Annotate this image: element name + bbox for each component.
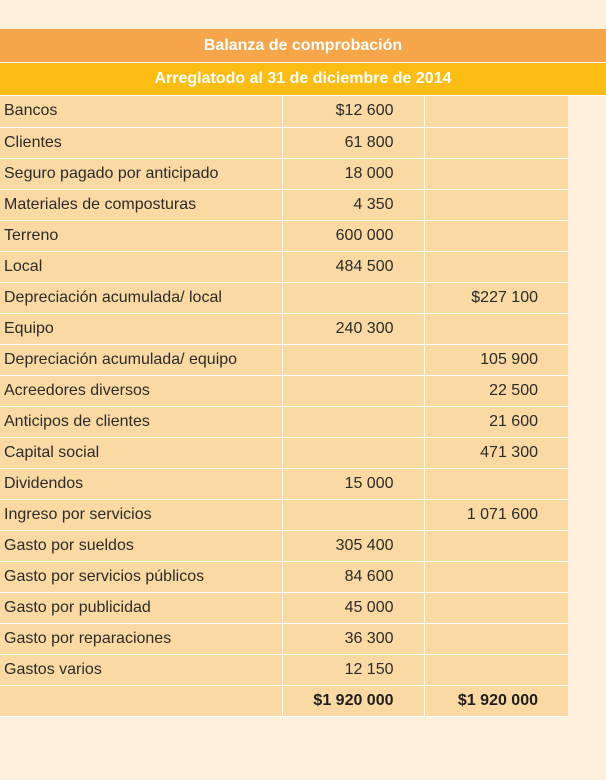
debit-cell	[282, 437, 425, 469]
credit-cell	[424, 561, 568, 593]
credit-cell	[424, 468, 568, 500]
account-cell: Depreciación acumulada/ equipo	[0, 344, 283, 376]
trial-balance: Balanza de comprobación Arreglatodo al 3…	[0, 29, 606, 717]
debit-cell: 36 300	[282, 623, 425, 655]
table-row: Gasto por servicios públicos 84 600	[0, 561, 568, 593]
totals-label-cell	[0, 685, 283, 717]
credit-cell: 471 300	[424, 437, 568, 469]
table-row: Equipo 240 300	[0, 313, 568, 345]
table-row: Clientes 61 800	[0, 127, 568, 159]
totals-row: $1 920 000 $1 920 000	[0, 685, 568, 717]
table-subtitle: Arreglatodo al 31 de diciembre de 2014	[0, 63, 606, 96]
credit-cell: 21 600	[424, 406, 568, 438]
account-cell: Terreno	[0, 220, 283, 252]
table-row: Bancos $12 600	[0, 96, 568, 128]
credit-cell	[424, 158, 568, 190]
table-row: Ingreso por servicios 1 071 600	[0, 499, 568, 531]
account-cell: Materiales de composturas	[0, 189, 283, 221]
credit-cell	[424, 313, 568, 345]
credit-cell: $227 100	[424, 282, 568, 314]
debit-cell: 12 150	[282, 654, 425, 686]
account-cell: Gasto por publicidad	[0, 592, 283, 624]
total-credit-cell: $1 920 000	[424, 685, 568, 717]
credit-cell	[424, 623, 568, 655]
account-cell: Clientes	[0, 127, 283, 159]
table-row: Depreciación acumulada/ equipo 105 900	[0, 344, 568, 376]
debit-cell	[282, 406, 425, 438]
account-cell: Acreedores diversos	[0, 375, 283, 407]
debit-cell: 240 300	[282, 313, 425, 345]
credit-cell	[424, 189, 568, 221]
account-cell: Local	[0, 251, 283, 283]
account-cell: Bancos	[0, 96, 283, 128]
table-row: Acreedores diversos 22 500	[0, 375, 568, 407]
table-body: Bancos $12 600 Clientes 61 800 Seguro pagado…	[0, 96, 568, 717]
account-cell: Ingreso por servicios	[0, 499, 283, 531]
credit-cell: 105 900	[424, 344, 568, 376]
account-cell: Capital social	[0, 437, 283, 469]
debit-cell: 84 600	[282, 561, 425, 593]
account-cell: Gasto por servicios públicos	[0, 561, 283, 593]
credit-cell	[424, 530, 568, 562]
table-row: Dividendos 15 000	[0, 468, 568, 500]
debit-cell: 45 000	[282, 592, 425, 624]
table-row: Anticipos de clientes 21 600	[0, 406, 568, 438]
credit-cell: 22 500	[424, 375, 568, 407]
table-row: Gasto por reparaciones 36 300	[0, 623, 568, 655]
debit-cell: 18 000	[282, 158, 425, 190]
debit-cell: $12 600	[282, 96, 425, 128]
account-cell: Gastos varios	[0, 654, 283, 686]
debit-cell: 305 400	[282, 530, 425, 562]
table-row: Depreciación acumulada/ local $227 100	[0, 282, 568, 314]
credit-cell	[424, 96, 568, 128]
debit-cell	[282, 282, 425, 314]
debit-cell	[282, 499, 425, 531]
trial-balance-table: Bancos $12 600 Clientes 61 800 Seguro pagado…	[0, 96, 568, 717]
account-cell: Depreciación acumulada/ local	[0, 282, 283, 314]
account-cell: Gasto por sueldos	[0, 530, 283, 562]
account-cell: Anticipos de clientes	[0, 406, 283, 438]
credit-cell: 1 071 600	[424, 499, 568, 531]
table-row: Seguro pagado por anticipado 18 000	[0, 158, 568, 190]
table-row: Gasto por publicidad 45 000	[0, 592, 568, 624]
table-row: Capital social 471 300	[0, 437, 568, 469]
table-row: Local 484 500	[0, 251, 568, 283]
table-row: Materiales de composturas 4 350	[0, 189, 568, 221]
debit-cell: 61 800	[282, 127, 425, 159]
debit-cell: 600 000	[282, 220, 425, 252]
debit-cell: 15 000	[282, 468, 425, 500]
credit-cell	[424, 220, 568, 252]
account-cell: Seguro pagado por anticipado	[0, 158, 283, 190]
total-debit-cell: $1 920 000	[282, 685, 425, 717]
credit-cell	[424, 654, 568, 686]
credit-cell	[424, 251, 568, 283]
account-cell: Equipo	[0, 313, 283, 345]
debit-cell	[282, 344, 425, 376]
credit-cell	[424, 592, 568, 624]
table-row: Terreno 600 000	[0, 220, 568, 252]
debit-cell: 4 350	[282, 189, 425, 221]
table-title: Balanza de comprobación	[0, 29, 606, 63]
table-row: Gasto por sueldos 305 400	[0, 530, 568, 562]
credit-cell	[424, 127, 568, 159]
table-row: Gastos varios 12 150	[0, 654, 568, 686]
debit-cell	[282, 375, 425, 407]
account-cell: Dividendos	[0, 468, 283, 500]
debit-cell: 484 500	[282, 251, 425, 283]
account-cell: Gasto por reparaciones	[0, 623, 283, 655]
